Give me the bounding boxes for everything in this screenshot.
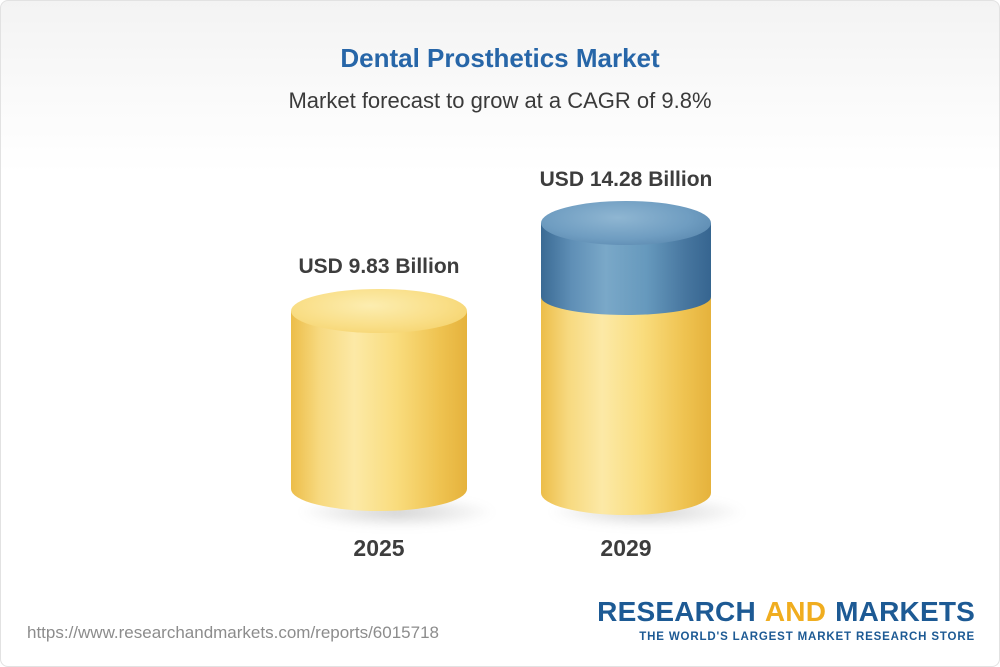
logo-word-and: AND bbox=[764, 596, 827, 627]
bar-2025-base-segment bbox=[291, 311, 467, 511]
chart-subtitle: Market forecast to grow at a CAGR of 9.8… bbox=[288, 88, 712, 113]
logo-wordmark: RESEARCH AND MARKETS bbox=[597, 596, 975, 628]
value-label-2025: USD 9.83 Billion bbox=[298, 255, 460, 278]
x-axis-label-2025: 2025 bbox=[353, 535, 405, 561]
report-url: https://www.researchandmarkets.com/repor… bbox=[27, 623, 439, 642]
x-axis-label-2029: 2029 bbox=[600, 535, 652, 561]
chart-title: Dental Prosthetics Market bbox=[340, 43, 660, 73]
research-and-markets-logo: RESEARCH AND MARKETS THE WORLD'S LARGEST… bbox=[597, 596, 975, 643]
logo-word-markets: MARKETS bbox=[835, 596, 975, 627]
bar-2025-cylinder bbox=[291, 289, 467, 513]
bar-2029-cylinder bbox=[541, 201, 711, 515]
value-label-2029: USD 14.28 Billion bbox=[539, 168, 713, 191]
bar-2029-base-segment bbox=[541, 297, 711, 515]
bar-2025-top-ellipse bbox=[291, 289, 467, 333]
logo-word-research: RESEARCH bbox=[597, 596, 756, 627]
logo-tagline: THE WORLD'S LARGEST MARKET RESEARCH STOR… bbox=[639, 630, 975, 643]
bar-2029-top-ellipse bbox=[541, 201, 711, 245]
